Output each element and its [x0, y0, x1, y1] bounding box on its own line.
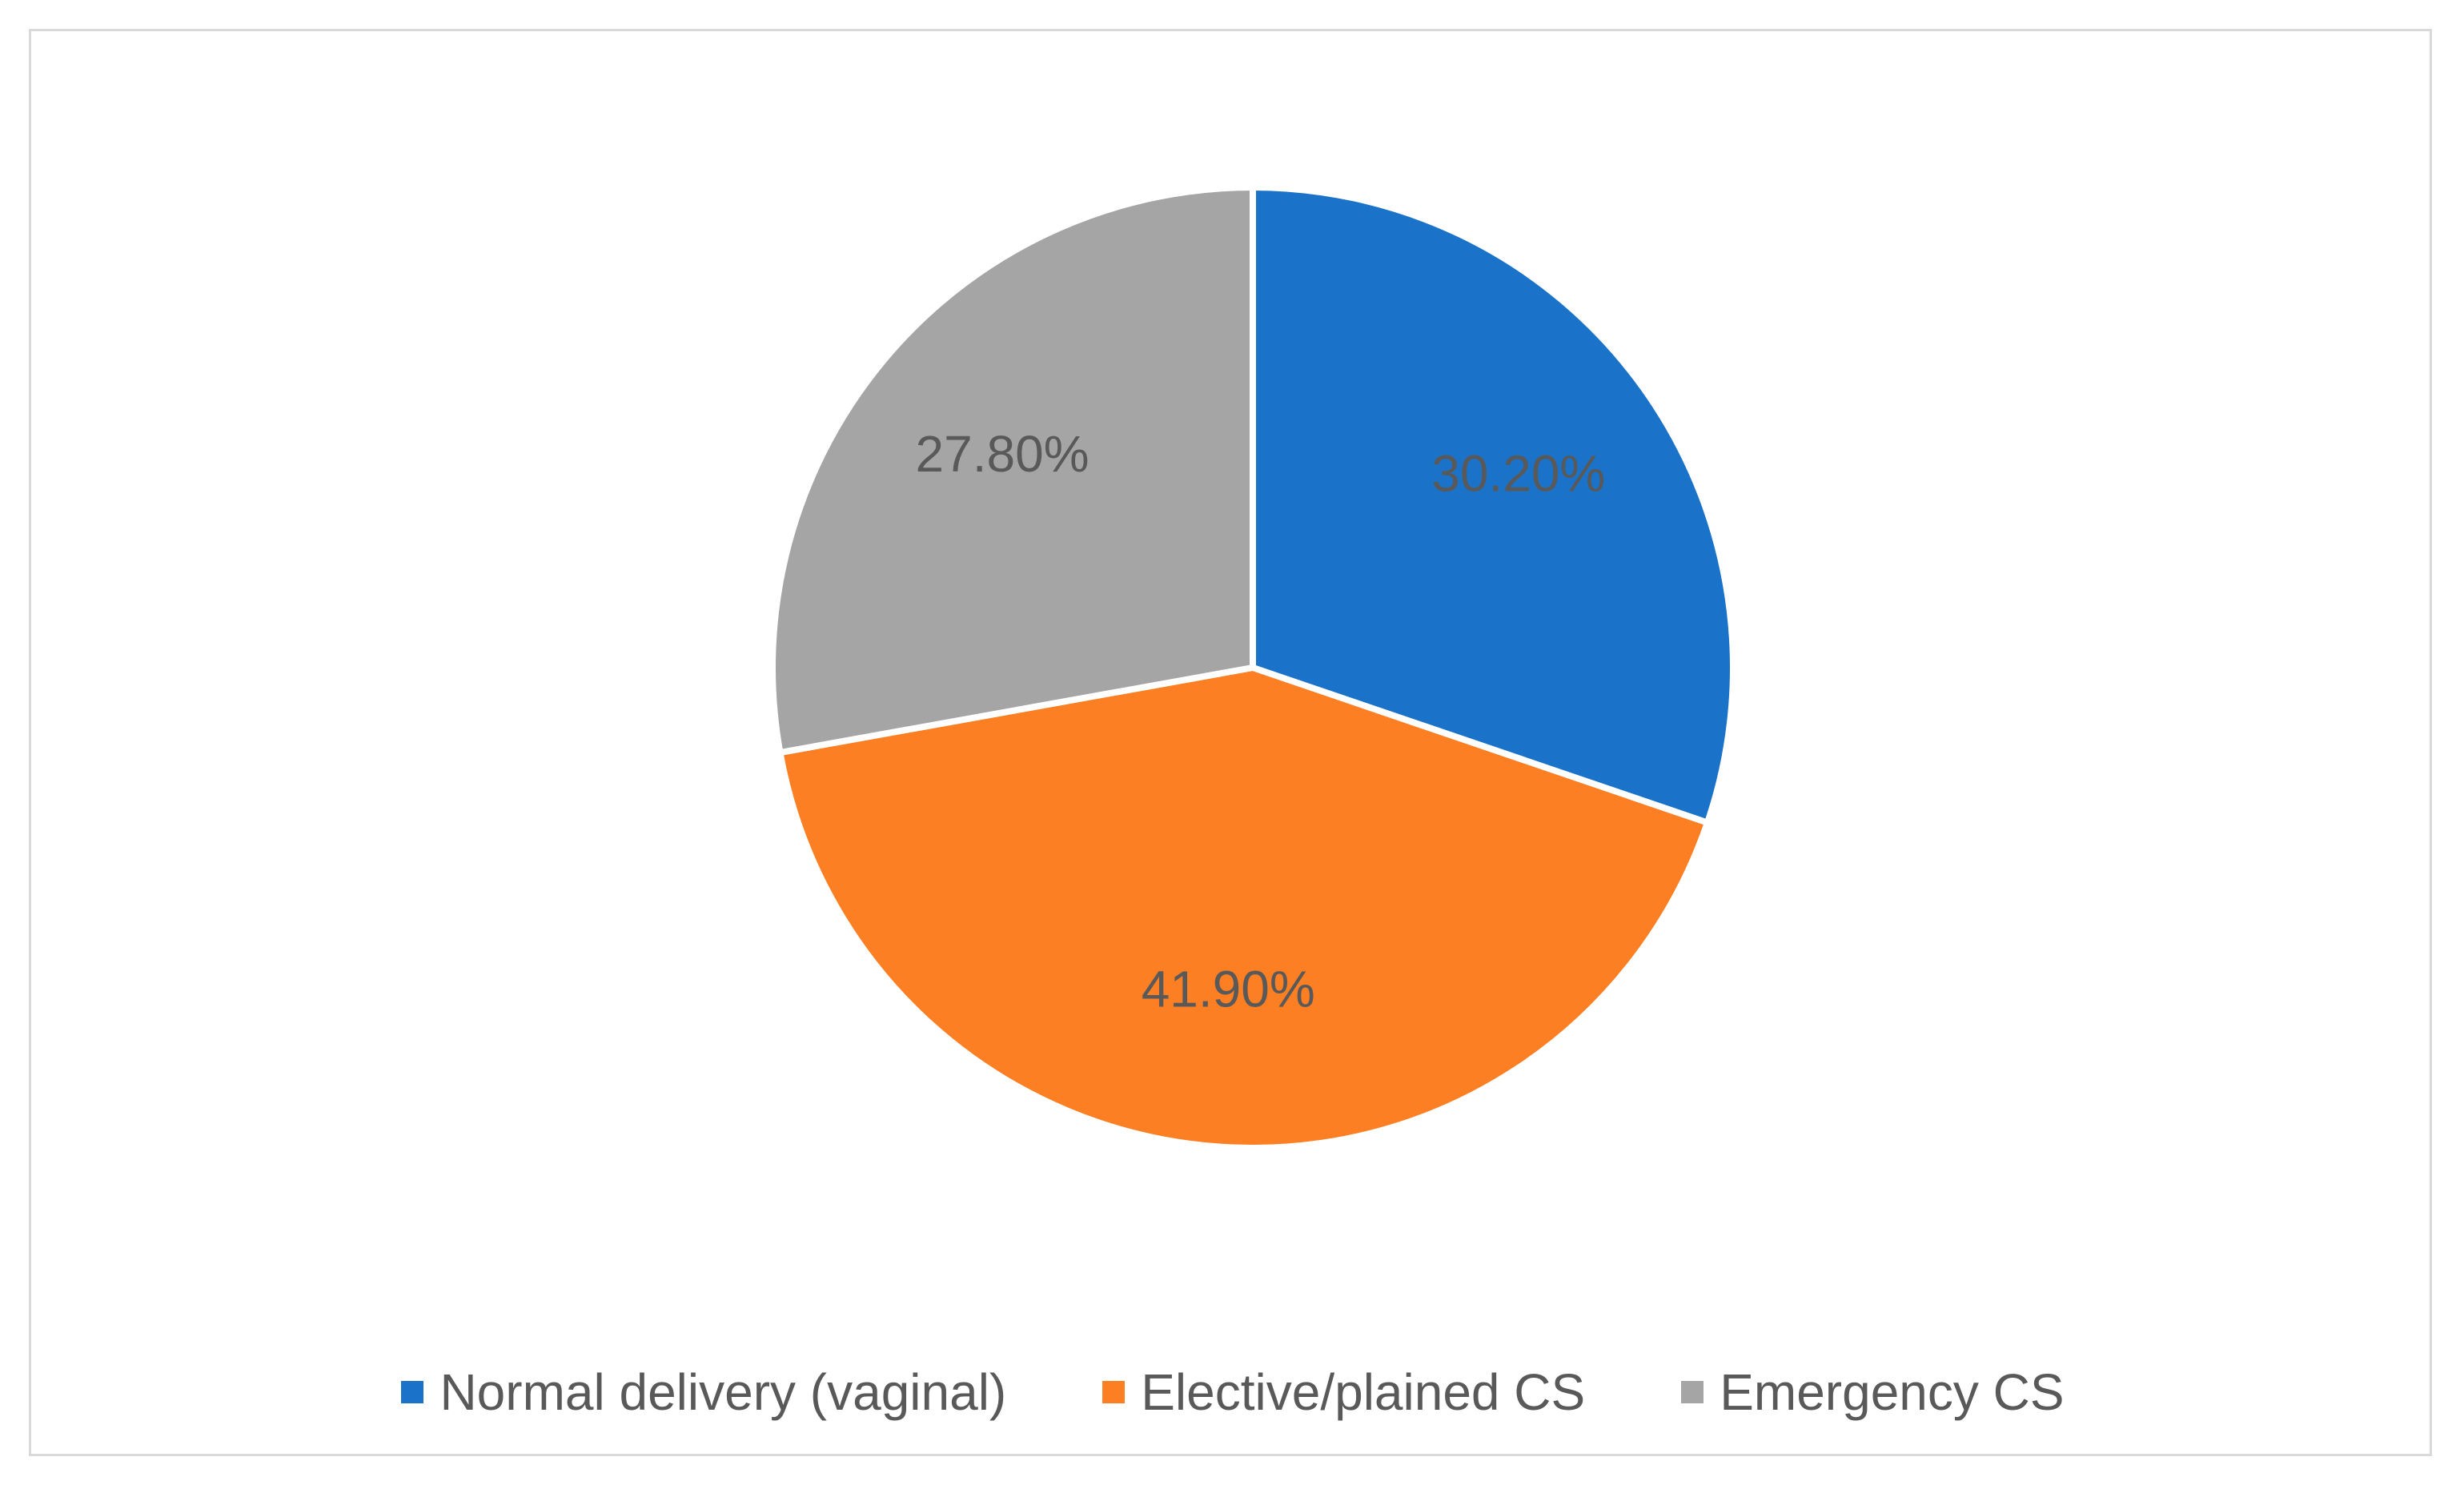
data-label-elective-cs: 41.90% — [1142, 961, 1315, 1018]
legend-swatch-emergency-cs — [1681, 1381, 1704, 1403]
pie-slice-elective-cs — [777, 664, 1711, 1151]
legend-label-elective-cs: Elective/plained CS — [1141, 1363, 1586, 1421]
legend-item-elective-cs: Elective/plained CS — [1102, 1363, 1585, 1422]
legend-label-normal-delivery: Normal delivery (vaginal) — [439, 1363, 1007, 1421]
pie-chart: 30.20% 41.90% 27.80% — [769, 184, 1736, 1151]
pie-slice-emergency-cs — [769, 184, 1256, 757]
legend: Normal delivery (vaginal) Elective/plain… — [31, 1356, 2434, 1428]
data-label-normal-delivery: 30.20% — [1431, 444, 1605, 502]
legend-item-emergency-cs: Emergency CS — [1681, 1363, 2065, 1422]
data-label-emergency-cs: 27.80% — [916, 425, 1090, 483]
pie-slice-normal-delivery — [1250, 184, 1736, 826]
legend-item-normal-delivery: Normal delivery (vaginal) — [401, 1363, 1006, 1422]
chart-frame: 30.20% 41.90% 27.80% Normal delivery (vagi… — [29, 29, 2432, 1456]
legend-swatch-elective-cs — [1102, 1381, 1126, 1403]
legend-swatch-normal-delivery — [401, 1381, 424, 1403]
legend-label-emergency-cs: Emergency CS — [1720, 1363, 2065, 1421]
